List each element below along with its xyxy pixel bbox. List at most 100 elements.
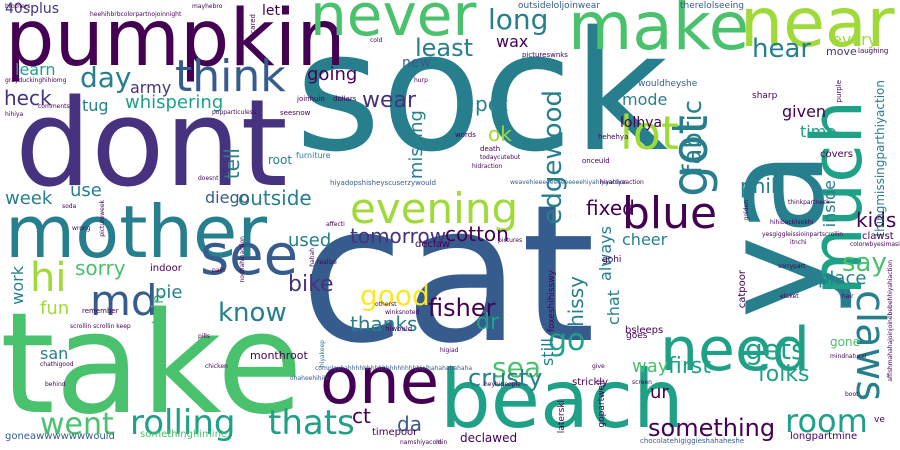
word-pie: pie	[155, 282, 183, 303]
word-hear: hear	[752, 34, 812, 64]
word-folks: folks	[758, 362, 810, 387]
word-pictureswnks: pictureswnks	[522, 51, 568, 59]
word-good: good	[360, 279, 430, 312]
word-min: min	[436, 439, 448, 446]
word-given: given	[782, 102, 827, 121]
word-remember: remember	[82, 307, 119, 315]
word-weavehieeeeeeeeeeeeehiyahiyaaction: weavehieeeeeeeeeeeeehiyahiyaaction	[510, 179, 627, 186]
word-namshiyacold: namshiyacold	[400, 439, 442, 446]
word-need: need	[660, 315, 810, 385]
word-crusty: crusty	[468, 364, 543, 392]
word-fabric: fabric	[678, 100, 708, 174]
word-todaycutebut: todaycutebut	[480, 154, 521, 161]
word-death: death	[480, 145, 501, 153]
word-chicken: chicken	[205, 363, 228, 370]
word-onceuld: onceuld	[582, 157, 610, 165]
word-new: new	[402, 55, 431, 71]
word-mountain: mountain	[148, 294, 167, 371]
word-words: words	[455, 131, 476, 139]
word-chocolatehigiggieshahaheshe: chocolatehigiggieshahaheshe	[640, 437, 745, 445]
word-way: way	[632, 356, 669, 377]
word-clawst: clawst	[862, 231, 894, 242]
word-realize: realize	[317, 259, 337, 266]
word-hiyakeep: hiyakeep	[319, 340, 326, 368]
word-da: da	[397, 412, 422, 436]
word-longpartmine: longpartmine	[790, 431, 858, 442]
word-gohi: gohi	[602, 255, 622, 265]
word-somethinghimine: somethinghimine	[140, 429, 228, 440]
word-mode: mode	[622, 90, 668, 109]
word-outside: outside	[238, 186, 312, 210]
word-goes: goes	[626, 331, 648, 341]
word-dollars: dollars	[333, 95, 357, 103]
word-root: root	[268, 153, 293, 167]
word-strickly: strickly	[572, 377, 609, 388]
word-popparticuless: popparticuless	[212, 109, 256, 116]
word-heck: heck	[4, 86, 52, 110]
word-let: let	[262, 3, 280, 19]
word-use: use	[70, 180, 102, 201]
word-time: time	[800, 122, 837, 141]
word-take: take	[0, 283, 303, 446]
word-least: least	[415, 34, 474, 62]
word-thanks: thanks	[350, 312, 418, 336]
word-ve: ve	[874, 415, 885, 425]
word-beach: beach	[440, 353, 684, 446]
word-heehihbrbcolorpartnojoinnight: heehihbrbcolorpartnojoinnight	[90, 11, 182, 18]
word-catpoor: catpoor	[737, 270, 748, 309]
word-golden: golden	[743, 200, 750, 221]
word-first: first	[668, 354, 711, 379]
word-one: one	[320, 345, 440, 419]
word-higiad: higiad	[440, 347, 459, 354]
word-hi: hi	[30, 255, 67, 301]
word-hihiya: hihiya	[5, 111, 24, 118]
word-say: say	[842, 248, 887, 278]
word-hurp: hurp	[414, 77, 428, 84]
word-room: room	[785, 402, 868, 440]
word-purple: purple	[835, 80, 843, 103]
word-think: think	[175, 51, 286, 102]
word-colorwbyesimasio: colorwbyesimasio	[850, 241, 900, 248]
word-wear: wear	[362, 88, 417, 113]
word-sorrypart: sorrypart	[778, 263, 806, 270]
word-move: move	[826, 45, 857, 58]
word-timepoor: timepoor	[372, 427, 418, 438]
word-pictureweek: pictureweek	[99, 200, 106, 237]
word-joinhuin: joinhuin	[297, 95, 325, 103]
word-cold: cold	[370, 37, 383, 44]
word-cheer: cheer	[622, 230, 668, 249]
word-missing: missing	[406, 110, 427, 180]
word-heyhipeople: heyhipeople	[484, 381, 521, 388]
word-hahah: hahah	[309, 248, 316, 267]
word-otherst: otherst	[375, 301, 397, 308]
word-soda: soda	[62, 203, 77, 210]
word-yesgiggleissioinpartscrollin: yesgiggleissioinpartscrollin	[762, 231, 844, 238]
word-sorry: sorry	[75, 256, 126, 280]
word-complexhahhhhhhhhhhhhhhhhhhhloihahahahahaha: complexhahhhhhhhhhhhhhhhhhhhloihahahahah…	[315, 365, 473, 372]
word-claws: claws	[847, 290, 893, 402]
word-thinkpartneck: thinkpartneck	[788, 199, 830, 206]
word-place: place	[818, 268, 867, 289]
word-dont: dont	[15, 75, 288, 214]
word-gone: gone	[830, 335, 860, 349]
word-wax: wax	[496, 32, 529, 51]
word-hiwould: hiwould	[385, 325, 413, 333]
word-pills: pills	[198, 333, 210, 340]
word-lolhya: lolhya	[620, 115, 663, 131]
word-army: army	[130, 78, 172, 97]
word-screen: screen	[632, 379, 652, 386]
word-something: something	[648, 414, 776, 442]
word-laughing: laughing	[858, 47, 889, 55]
word-edgewood: edgewood	[538, 90, 568, 225]
word-gopartwell: gopartwell	[597, 380, 607, 428]
word-pain: pain	[212, 267, 225, 274]
word-mindnatural: mindnatural	[830, 353, 867, 360]
word-whispering: whispering	[125, 92, 224, 113]
word-mother: mother	[5, 190, 267, 274]
word-etcket: etcket	[780, 293, 799, 300]
word-never: never	[310, 0, 477, 49]
word-going: going	[307, 64, 358, 85]
word-every: every	[832, 30, 878, 49]
word-lot: lot	[620, 106, 679, 160]
